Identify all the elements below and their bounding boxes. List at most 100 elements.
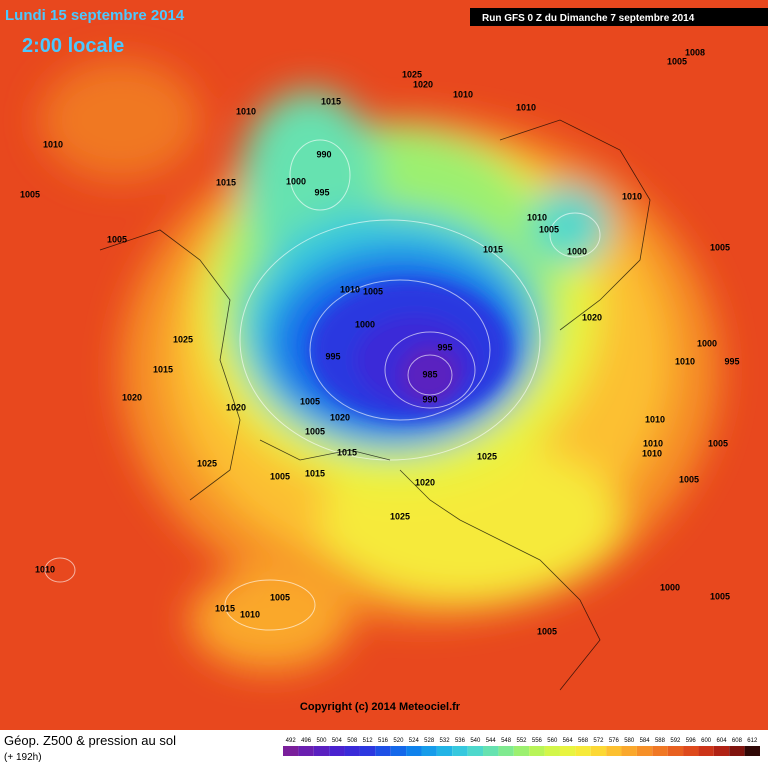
pressure-label: 1005 bbox=[539, 224, 559, 234]
pressure-label: 1015 bbox=[216, 177, 236, 187]
pressure-label: 1015 bbox=[215, 603, 235, 613]
pressure-label: 1010 bbox=[642, 448, 662, 458]
pressure-label: 1015 bbox=[321, 96, 341, 106]
legend-label: 532 bbox=[440, 738, 451, 744]
pressure-label: 1000 bbox=[660, 582, 680, 592]
pressure-label: 1025 bbox=[197, 458, 217, 468]
pressure-label: 1010 bbox=[527, 212, 547, 222]
coastlines bbox=[99, 119, 651, 691]
legend-swatch bbox=[498, 746, 514, 756]
pressure-label: 1000 bbox=[286, 176, 306, 186]
pressure-label: 1005 bbox=[305, 426, 325, 436]
pressure-label: 1005 bbox=[20, 189, 40, 199]
legend-label: 556 bbox=[532, 738, 543, 744]
legend-swatch bbox=[683, 746, 699, 756]
legend-label: 552 bbox=[516, 738, 527, 744]
pressure-label: 1010 bbox=[645, 414, 665, 424]
legend-swatch bbox=[467, 746, 484, 756]
footer-lead: (+ 192h) bbox=[4, 752, 42, 763]
legend-label: 568 bbox=[578, 738, 589, 744]
legend-swatch bbox=[344, 746, 360, 756]
legend-label: 540 bbox=[470, 738, 481, 744]
pressure-label: 1005 bbox=[710, 242, 730, 252]
legend-swatch bbox=[406, 746, 422, 756]
pressure-label: 1010 bbox=[643, 438, 663, 448]
legend-label: 544 bbox=[486, 738, 497, 744]
pressure-label: 1020 bbox=[330, 412, 350, 422]
pressure-label: 1010 bbox=[35, 564, 55, 574]
legend-swatch bbox=[359, 746, 376, 756]
legend-swatch bbox=[436, 746, 453, 756]
legend-swatch bbox=[590, 746, 607, 756]
legend-label: 548 bbox=[501, 738, 512, 744]
legend-label: 576 bbox=[609, 738, 620, 744]
legend-swatch bbox=[329, 746, 345, 756]
pressure-label: 1010 bbox=[622, 191, 642, 201]
pressure-label: 1020 bbox=[582, 312, 602, 322]
pressure-label: 1010 bbox=[43, 139, 63, 149]
field bbox=[0, 0, 768, 730]
pressure-label: 995 bbox=[325, 351, 340, 361]
legend-label: 492 bbox=[286, 738, 297, 744]
legend-swatch bbox=[298, 746, 314, 756]
pressure-label: 1005 bbox=[710, 591, 730, 601]
pressure-label: 985 bbox=[422, 369, 437, 379]
legend-swatch bbox=[698, 746, 714, 756]
pressure-label: 1005 bbox=[679, 474, 699, 484]
date: Lundi 15 septembre 2014 bbox=[5, 7, 185, 24]
pressure-label: 990 bbox=[316, 149, 331, 159]
legend-label: 596 bbox=[686, 738, 697, 744]
legend-label: 560 bbox=[547, 738, 558, 744]
legend-swatch bbox=[713, 746, 730, 756]
pressure-label: 990 bbox=[422, 394, 437, 404]
legend-swatch bbox=[544, 746, 560, 756]
pressure-label: 1005 bbox=[537, 626, 557, 636]
legend-label: 572 bbox=[593, 738, 604, 744]
legend-swatch bbox=[667, 746, 684, 756]
legend: 492 496 500 504 508 512 516 520 524 528 532 536 540 5… bbox=[283, 738, 760, 756]
pressure-label: 995 bbox=[724, 356, 739, 366]
legend-label: 524 bbox=[409, 738, 420, 744]
legend-swatch bbox=[559, 746, 576, 756]
time: 2:00 locale bbox=[22, 35, 124, 57]
legend-swatch bbox=[452, 746, 468, 756]
legend-label: 500 bbox=[316, 738, 327, 744]
legend-label: 512 bbox=[363, 738, 374, 744]
legend-label: 608 bbox=[732, 738, 743, 744]
legend-swatch bbox=[729, 746, 745, 756]
pressure-label: 1005 bbox=[363, 286, 383, 296]
run-box bbox=[470, 8, 768, 26]
legend-label: 528 bbox=[424, 738, 435, 744]
pressure-label: 1005 bbox=[708, 438, 728, 448]
pressure-label: 1025 bbox=[402, 69, 422, 79]
pressure-label: 1015 bbox=[153, 364, 173, 374]
legend-swatch bbox=[483, 746, 499, 756]
legend-label: 580 bbox=[624, 738, 635, 744]
legend-label: 584 bbox=[640, 738, 651, 744]
legend-swatch bbox=[652, 746, 668, 756]
pressure-label: 1025 bbox=[477, 451, 497, 461]
pressure-label: 1005 bbox=[107, 234, 127, 244]
legend-label: 504 bbox=[332, 738, 343, 744]
pressure-label: 1020 bbox=[413, 79, 433, 89]
pressure-label: 1005 bbox=[270, 592, 290, 602]
pressure-label: 1025 bbox=[173, 334, 193, 344]
pressure-label: 1000 bbox=[567, 246, 587, 256]
legend-label: 536 bbox=[455, 738, 466, 744]
legend-label: 592 bbox=[670, 738, 681, 744]
legend-swatch bbox=[636, 746, 653, 756]
legend-label: 564 bbox=[563, 738, 574, 744]
pressure-label: 1005 bbox=[667, 56, 687, 66]
footer-title: Géop. Z500 & pression au sol bbox=[4, 733, 176, 748]
pressure-label: 1005 bbox=[300, 396, 320, 406]
legend-swatch bbox=[529, 746, 545, 756]
legend-swatch bbox=[390, 746, 407, 756]
legend-swatch bbox=[513, 746, 530, 756]
pressure-label: 1010 bbox=[236, 106, 256, 116]
legend-label: 600 bbox=[701, 738, 712, 744]
pressure-label: 1015 bbox=[305, 468, 325, 478]
pressure-label: 1020 bbox=[122, 392, 142, 402]
pressure-label: 995 bbox=[314, 187, 329, 197]
